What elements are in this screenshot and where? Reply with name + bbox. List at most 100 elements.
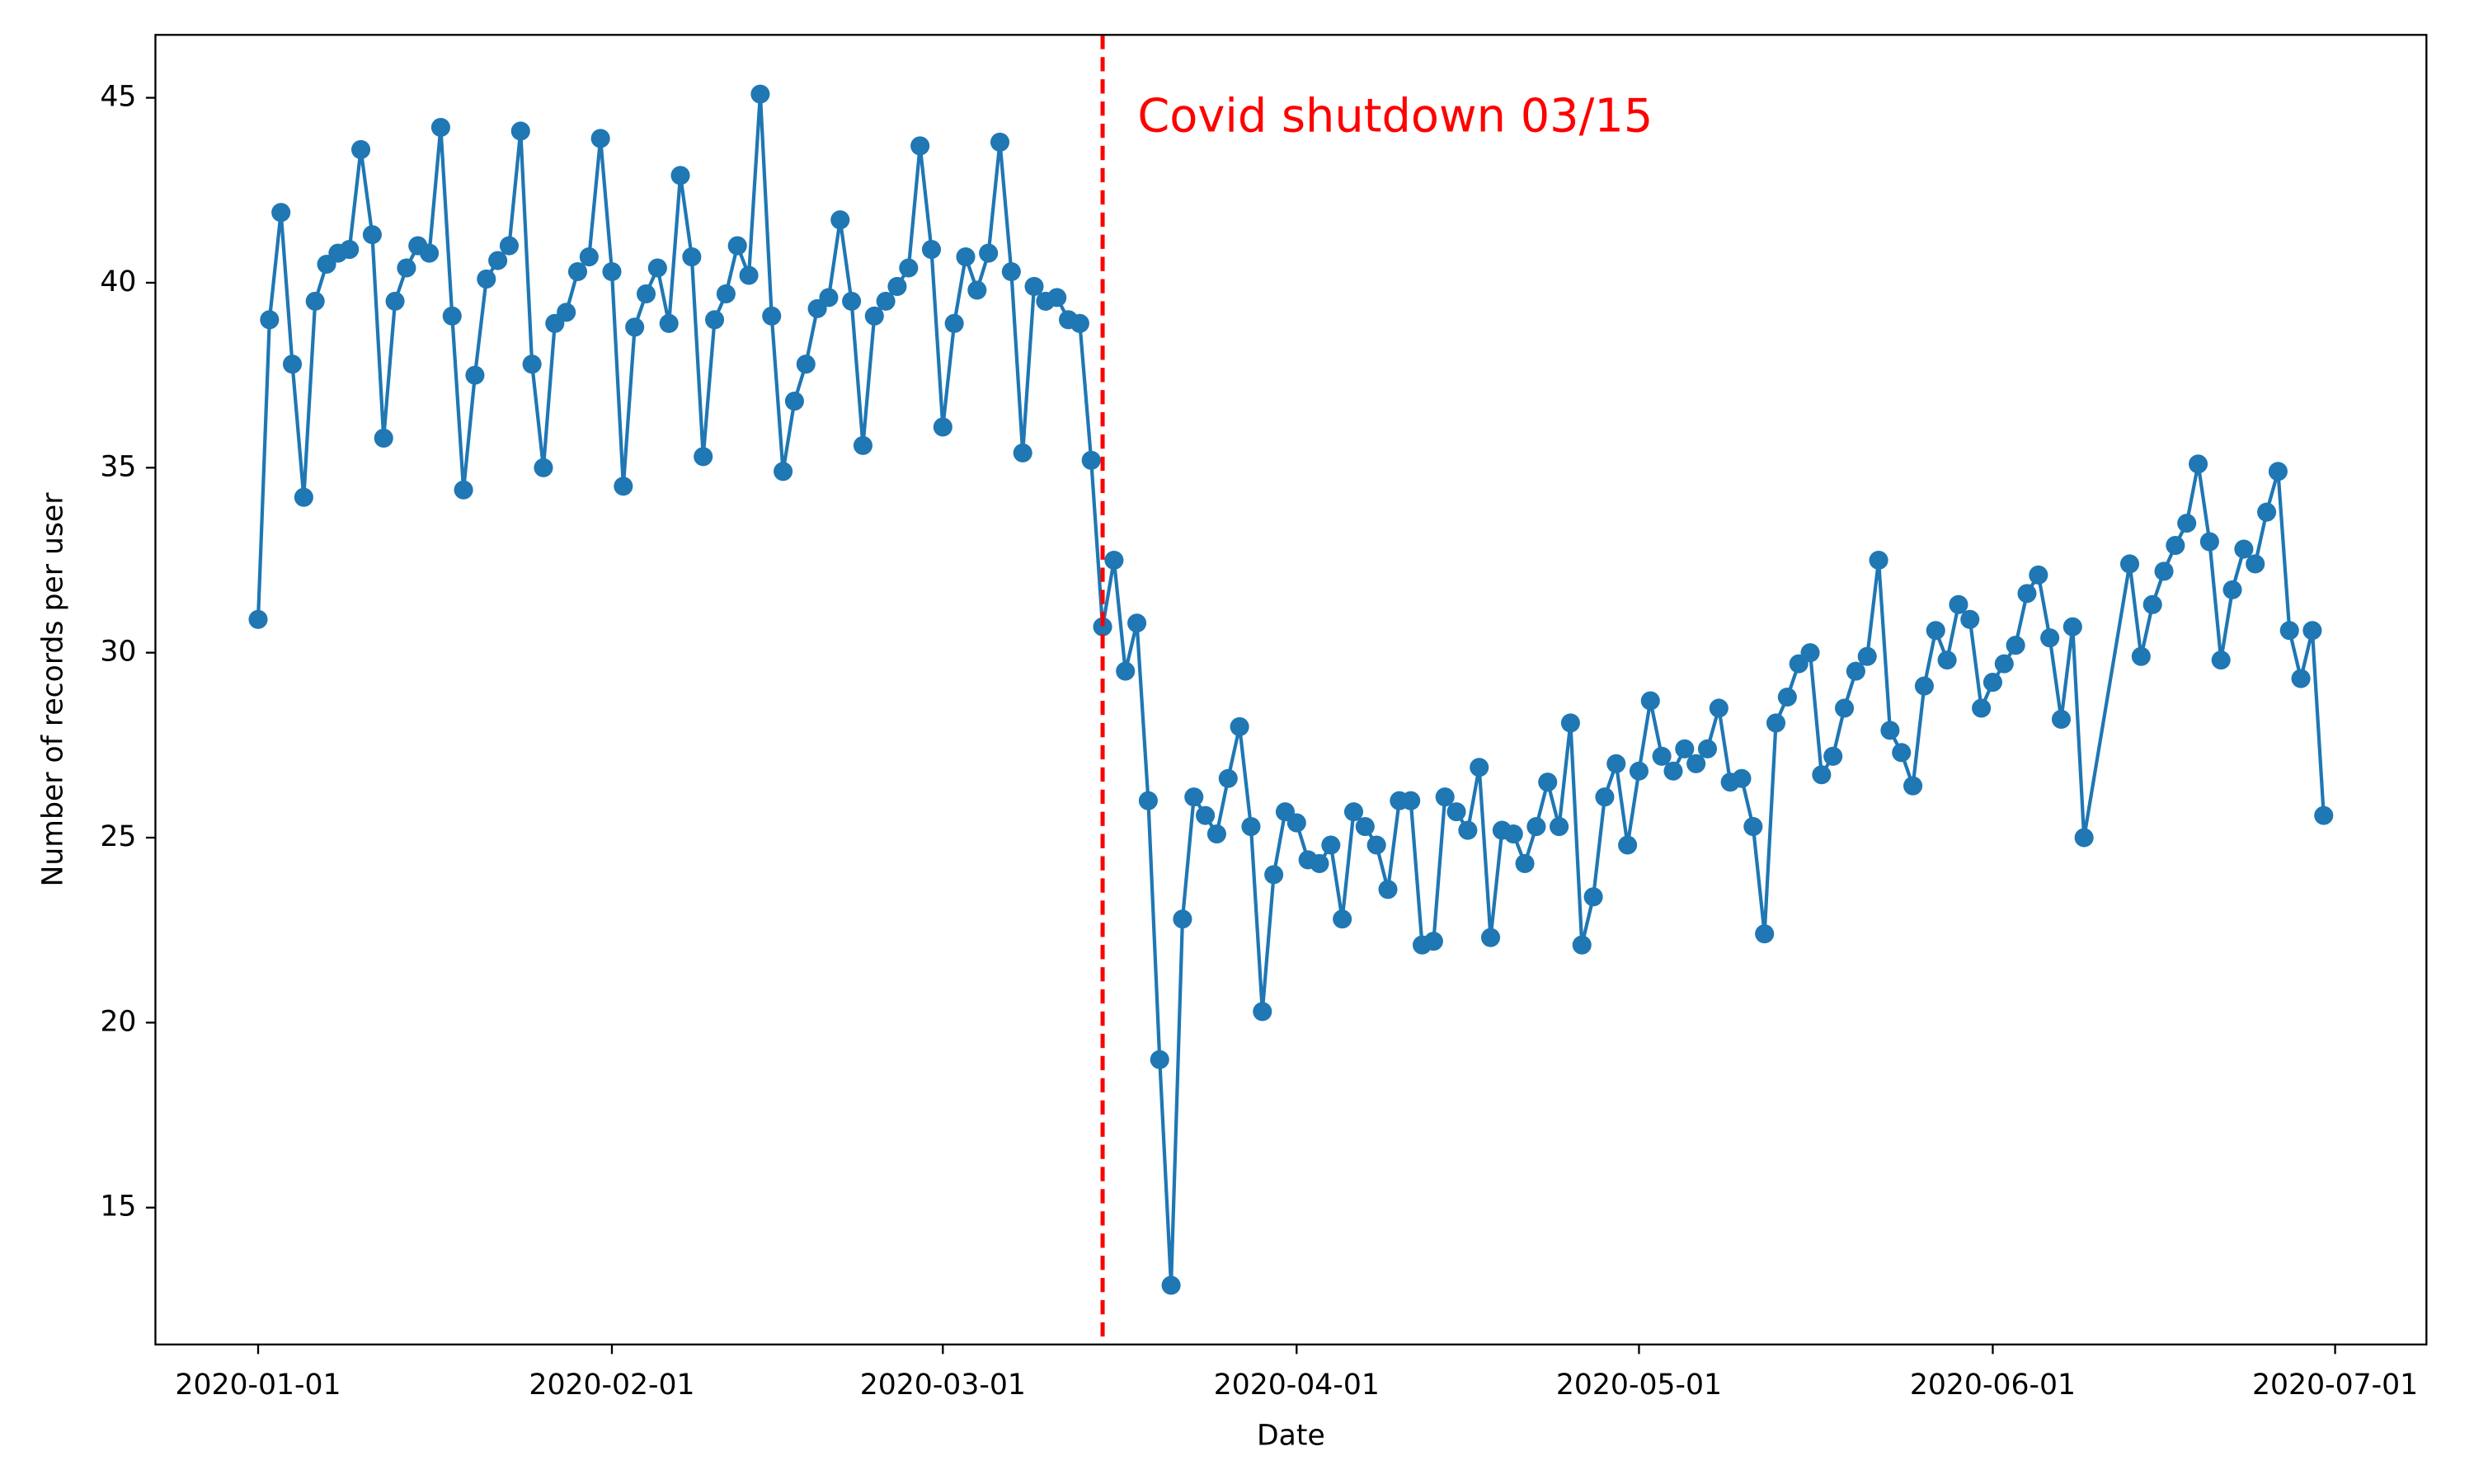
data-point [294,487,313,507]
data-point [1093,617,1112,636]
data-point [1321,835,1341,855]
data-point [1550,817,1569,837]
data-point [2257,502,2277,522]
y-tick-label: 35 [100,450,136,483]
data-point [1081,450,1101,470]
data-point [1503,824,1523,844]
data-point [2074,828,2094,848]
data-point [1618,835,1638,855]
data-point [2062,617,2082,636]
data-point [1127,613,1147,633]
data-point [1846,661,1865,681]
data-point [2302,621,2322,641]
data-point [1253,1002,1272,1021]
data-point [248,609,268,629]
data-point [1458,820,1478,840]
data-point [1264,865,1284,885]
data-point [784,392,804,411]
y-tick-label: 30 [100,636,136,669]
data-point [647,258,667,278]
data-point [454,480,473,500]
data-point [1982,673,2002,693]
data-point [567,261,588,282]
x-axis-label: Date [1257,1419,1325,1452]
data-point [2199,532,2219,552]
data-point [1869,550,1888,571]
data-point [705,310,725,330]
data-point [2131,646,2151,666]
data-point [510,121,530,141]
data-point [557,303,576,322]
data-point [1606,754,1626,773]
data-point [1104,550,1124,571]
data-point [1526,817,1546,837]
data-point [1629,761,1649,781]
data-point [1960,609,1980,629]
data-point [579,247,599,267]
data-point [1663,761,1683,781]
data-point [1470,758,1489,777]
data-point [682,247,702,267]
data-point [1686,754,1706,773]
data-point [944,313,964,333]
data-point [1903,776,1923,796]
data-point [1937,650,1957,670]
y-tick-label: 15 [100,1190,136,1223]
data-point [1857,646,1877,666]
data-point [1812,765,1832,785]
data-point [636,284,656,303]
data-point [1652,746,1672,766]
data-point [1697,739,1718,758]
data-point [1538,773,1558,792]
data-point [1994,654,2014,674]
data-point [1583,887,1603,907]
data-point [1138,791,1158,810]
data-point [1173,909,1192,929]
data-point [1401,791,1421,810]
data-point [1333,909,1352,929]
y-tick-label: 40 [100,265,136,298]
data-point [430,117,450,138]
data-point [1675,739,1695,758]
annotation: Covid shutdown 03/15 [1137,89,1653,143]
data-point [590,129,610,148]
data-point [305,291,325,311]
data-point [442,306,462,326]
data-point [1835,698,1855,718]
data-point [362,225,382,245]
plot-frame [154,34,2428,1345]
data-point [887,276,907,296]
data-point [1184,787,1204,807]
data-point [1481,928,1501,947]
data-point [2166,536,2185,556]
data-point [1949,594,1968,614]
data-point [842,291,862,311]
data-point [1709,698,1729,718]
data-point [1230,716,1249,736]
data-point [602,261,622,282]
data-point [1446,802,1466,822]
data-point [1515,853,1535,873]
data-point [2142,594,2162,614]
y-tick-label: 25 [100,820,136,853]
data-point [488,251,508,270]
data-point [1766,713,1786,733]
data-point [1047,288,1067,308]
data-point [1732,768,1752,788]
data-point [1378,880,1398,899]
data-point [910,136,930,156]
data-point [1823,746,1843,766]
data-point [956,247,976,267]
data-point [921,240,942,260]
data-point [864,306,884,326]
y-tick-label: 45 [100,81,136,114]
data-point [1013,443,1032,463]
data-point [2006,636,2025,655]
data-point [1001,261,1021,282]
data-point [1435,787,1455,807]
x-tick-label: 2020-02-01 [529,1369,694,1402]
x-tick-label: 2020-07-01 [2252,1369,2418,1402]
data-point [1595,787,1615,807]
